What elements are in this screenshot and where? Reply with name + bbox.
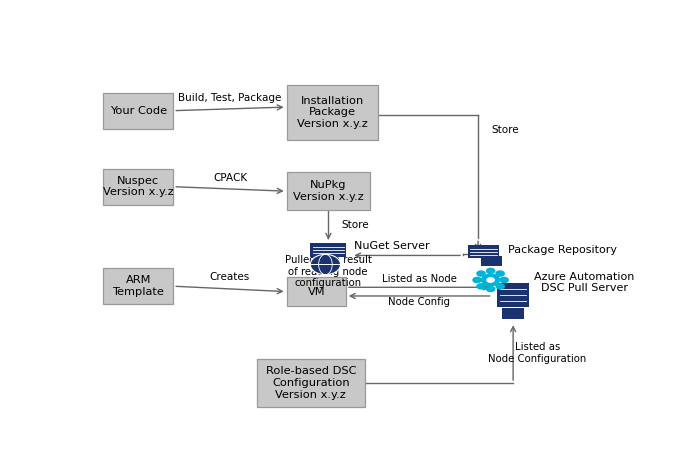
Text: Node Config: Node Config bbox=[388, 298, 450, 307]
Circle shape bbox=[496, 283, 505, 290]
Text: Creates: Creates bbox=[209, 272, 250, 282]
Text: Azure Automation
DSC Pull Server: Azure Automation DSC Pull Server bbox=[535, 272, 635, 293]
Circle shape bbox=[473, 277, 482, 283]
Text: Store: Store bbox=[491, 125, 519, 135]
FancyBboxPatch shape bbox=[310, 243, 347, 257]
Circle shape bbox=[486, 286, 496, 292]
Circle shape bbox=[499, 277, 509, 283]
Text: Your Code: Your Code bbox=[110, 106, 167, 116]
Circle shape bbox=[476, 283, 486, 290]
FancyBboxPatch shape bbox=[103, 93, 173, 129]
Text: Listed as
Node Configuration: Listed as Node Configuration bbox=[489, 342, 587, 363]
FancyBboxPatch shape bbox=[257, 359, 365, 407]
Text: Store: Store bbox=[342, 220, 370, 230]
Text: Listed as Node: Listed as Node bbox=[382, 274, 457, 284]
Circle shape bbox=[310, 254, 340, 274]
FancyBboxPatch shape bbox=[498, 283, 529, 307]
Text: Installation
Package
Version x.y.z: Installation Package Version x.y.z bbox=[297, 96, 367, 129]
Circle shape bbox=[476, 270, 486, 277]
Text: NuPkg
Version x.y.z: NuPkg Version x.y.z bbox=[293, 180, 364, 202]
Circle shape bbox=[496, 270, 505, 277]
Text: Pulled as a result
of reading node
configuration: Pulled as a result of reading node confi… bbox=[285, 255, 372, 288]
Text: CPACK: CPACK bbox=[213, 172, 247, 183]
Circle shape bbox=[481, 274, 500, 287]
FancyBboxPatch shape bbox=[103, 169, 173, 205]
Text: VM: VM bbox=[308, 287, 325, 297]
Text: Build, Test, Package: Build, Test, Package bbox=[178, 93, 282, 103]
Circle shape bbox=[487, 277, 495, 283]
FancyBboxPatch shape bbox=[287, 86, 379, 140]
Text: NuGet Server: NuGet Server bbox=[354, 242, 429, 251]
FancyBboxPatch shape bbox=[482, 256, 502, 266]
FancyBboxPatch shape bbox=[103, 268, 173, 304]
Text: Nuspec
Version x.y.z: Nuspec Version x.y.z bbox=[103, 176, 173, 197]
FancyBboxPatch shape bbox=[287, 172, 370, 210]
FancyBboxPatch shape bbox=[502, 308, 525, 319]
Text: Package Repository: Package Repository bbox=[509, 245, 617, 255]
Text: Role-based DSC
Configuration
Version x.y.z: Role-based DSC Configuration Version x.y… bbox=[266, 367, 356, 400]
FancyBboxPatch shape bbox=[287, 277, 346, 306]
Text: ARM
Template: ARM Template bbox=[112, 275, 164, 297]
FancyBboxPatch shape bbox=[468, 245, 499, 258]
Circle shape bbox=[486, 267, 496, 274]
